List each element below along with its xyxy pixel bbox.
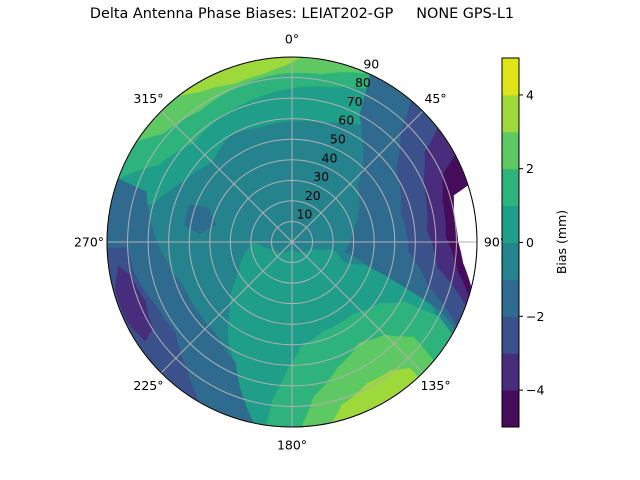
colorbar-segment (502, 353, 519, 391)
colorbar-segment (502, 205, 519, 243)
colorbar-segment (502, 390, 519, 428)
r-tick-label: 50 (330, 131, 346, 146)
r-tick-label: 70 (347, 94, 363, 109)
colorbar-tick-label: −2 (526, 309, 544, 324)
colorbar-segment (502, 242, 519, 280)
colorbar: −4 −2 0 2 4 (501, 57, 544, 428)
theta-tick-label: 180° (277, 438, 307, 453)
r-tick-label: 60 (338, 113, 354, 128)
r-tick-label: 40 (322, 150, 338, 165)
theta-gridline (160, 241, 293, 374)
theta-tick-label: 225° (133, 378, 163, 393)
contour-region (115, 266, 153, 342)
colorbar-tick-label: 0 (526, 235, 534, 250)
theta-tick-label: 270° (74, 235, 104, 250)
theta-tick-label: 315° (133, 91, 163, 106)
colorbar-segment (502, 131, 519, 170)
colorbar-tick-label: −4 (526, 383, 544, 398)
colorbar-tick-label: 2 (526, 161, 534, 176)
colorbar-segment (502, 316, 519, 354)
colorbar-segment (502, 168, 519, 207)
colorbar-label: Bias (mm) (554, 210, 569, 274)
polar-frame (106, 56, 478, 428)
theta-tick-label: 45° (424, 91, 446, 106)
colorbar-segment (502, 58, 519, 96)
theta-tick-label: 0° (285, 32, 299, 47)
r-tick-labels: 10 20 30 40 50 60 70 80 90 (296, 56, 379, 221)
theta-gridline (160, 110, 293, 243)
colorbar-segment (502, 94, 519, 133)
colorbar-tick-label: 4 (526, 87, 534, 102)
r-tick-label: 90 (363, 56, 379, 71)
theta-gridline (291, 241, 424, 374)
theta-tick-label: 90° (484, 235, 506, 250)
polar-grid (106, 56, 478, 428)
chart-title: Delta Antenna Phase Biases: LEIAT202-GP … (89, 6, 515, 22)
r-tick-label: 20 (305, 188, 321, 203)
theta-gridline (291, 110, 424, 243)
colorbar-segment (502, 279, 519, 317)
theta-tick-labels: 0° 45° 90° 135° 180° 225° 270° 315° (74, 32, 506, 453)
contour-region (184, 204, 217, 235)
r-tick-label: 10 (296, 207, 312, 222)
r-tick-label: 80 (355, 75, 371, 90)
theta-tick-label: 135° (420, 378, 450, 393)
r-tick-label: 30 (313, 169, 329, 184)
